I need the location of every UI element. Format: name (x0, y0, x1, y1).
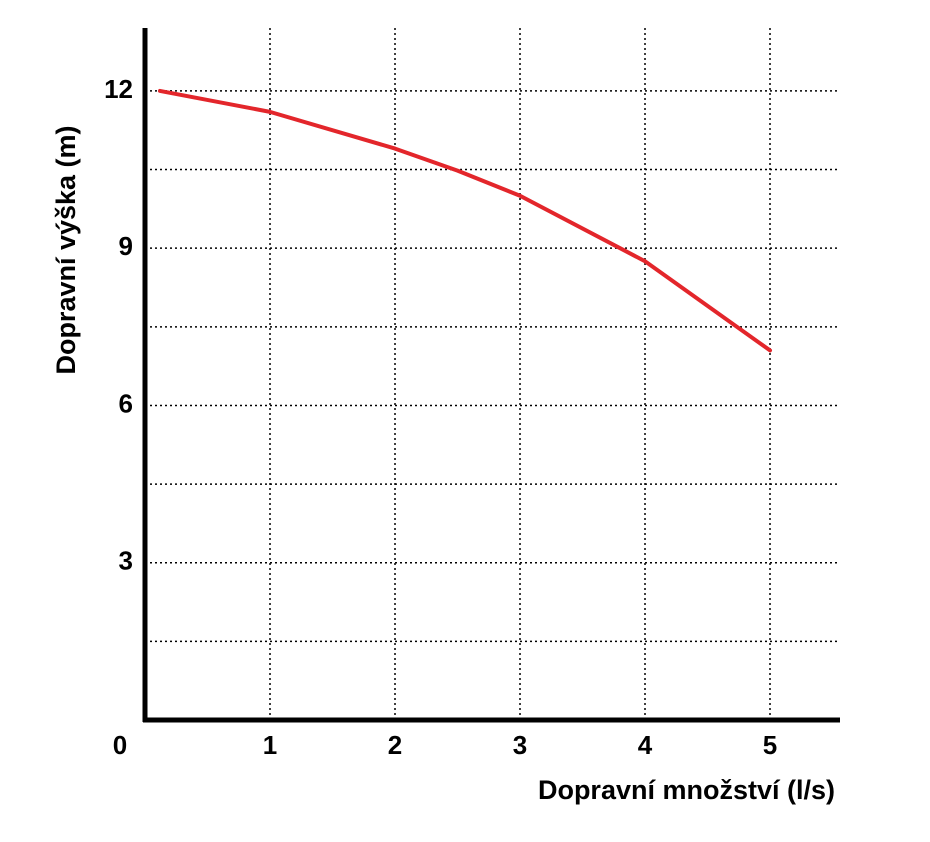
x-tick-label: 2 (388, 730, 402, 760)
y-tick-label: 6 (119, 388, 133, 418)
x-tick-label: 5 (763, 730, 777, 760)
x-axis-label: Dopravní množství (l/s) (538, 775, 835, 805)
x-tick-label: 4 (638, 730, 653, 760)
x-tick-label: 0 (113, 730, 127, 760)
x-tick-label: 3 (513, 730, 527, 760)
x-tick-label: 1 (263, 730, 277, 760)
line-series (158, 88, 772, 353)
y-tick-label: 3 (119, 546, 133, 576)
y-tick-label: 9 (119, 231, 133, 261)
y-tick-label: 12 (104, 74, 133, 104)
y-axis-label: Dopravní výška (m) (51, 125, 81, 374)
